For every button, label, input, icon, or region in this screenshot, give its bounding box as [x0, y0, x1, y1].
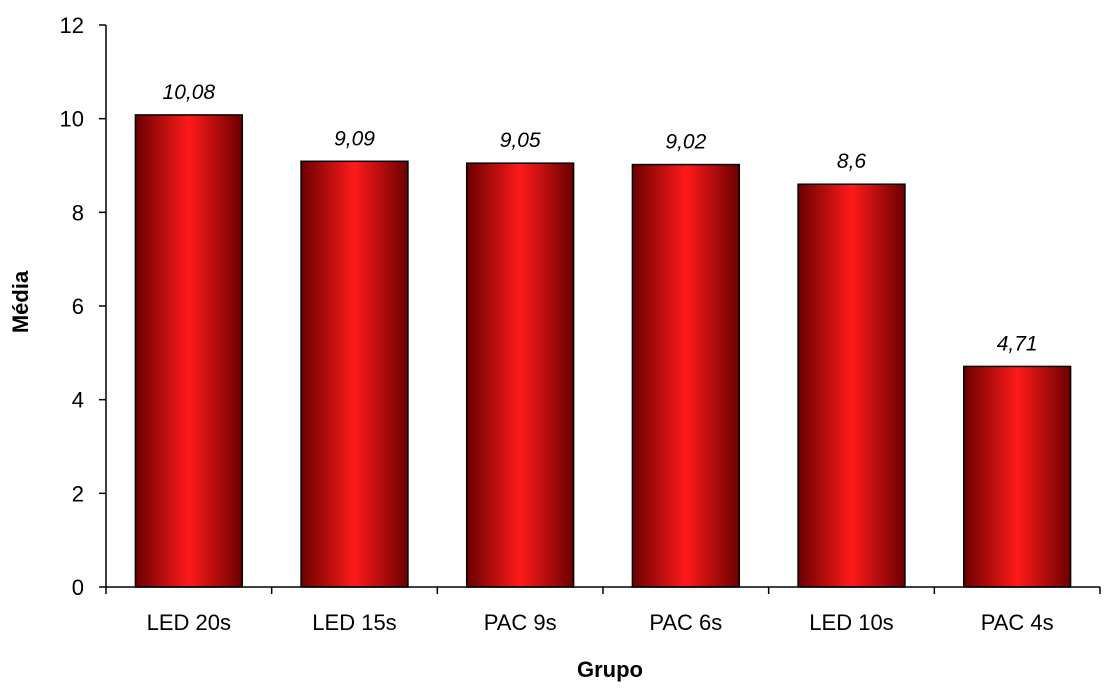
- x-category-label: PAC 6s: [649, 610, 722, 635]
- bar-data-label: 9,02: [665, 131, 706, 154]
- y-tick-label: 4: [72, 388, 84, 413]
- y-axis-ticks: 0 2 4 6 8 10 12: [60, 13, 106, 600]
- x-category-label: LED 10s: [809, 610, 893, 635]
- x-axis-ticks: [105, 587, 1101, 594]
- x-category-label: PAC 9s: [484, 610, 557, 635]
- y-tick-label: 2: [72, 481, 84, 506]
- data-labels: 10,08 9,09 9,05 9,02 8,6 4,71: [163, 81, 1038, 355]
- bar: [300, 160, 409, 588]
- x-category-label: LED 15s: [312, 610, 396, 635]
- y-tick-label: 12: [60, 13, 84, 38]
- x-category-label: PAC 4s: [981, 610, 1054, 635]
- bar: [465, 162, 575, 588]
- y-tick-label: 10: [60, 107, 84, 132]
- y-tick-label: 0: [72, 575, 84, 600]
- y-axis-title: Média: [8, 270, 33, 333]
- category-labels: LED 20s LED 15s PAC 9s PAC 6s LED 10s PAC 4s: [147, 610, 1054, 635]
- bar-data-label: 9,05: [500, 129, 541, 152]
- bar: [797, 183, 906, 588]
- bar-data-label: 4,71: [997, 332, 1038, 355]
- y-tick-label: 6: [72, 294, 84, 319]
- bars: [134, 114, 1072, 588]
- bar: [631, 163, 741, 588]
- bar: [134, 114, 244, 588]
- bar-data-label: 8,6: [837, 150, 867, 173]
- bar: [962, 365, 1072, 588]
- y-tick-label: 8: [72, 200, 84, 225]
- bar-data-label: 9,09: [334, 127, 375, 150]
- x-category-label: LED 20s: [147, 610, 231, 635]
- bar-data-label: 10,08: [163, 81, 216, 104]
- x-axis-title: Grupo: [577, 657, 643, 682]
